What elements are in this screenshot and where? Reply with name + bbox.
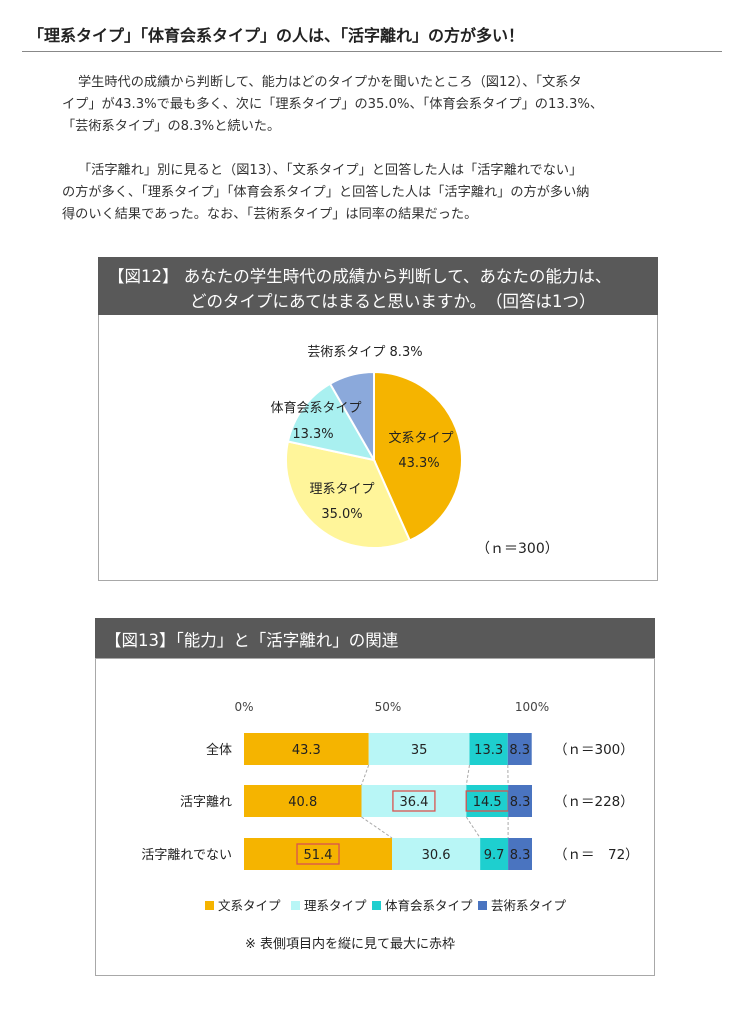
paragraph-2: 「活字離れ」別に見ると（図13）、「文系タイプ」と回答した人は「活字離れでない」… <box>62 160 712 226</box>
bar-segment-3-1 <box>244 838 393 870</box>
pie-label-2-name: 理系タイプ <box>309 482 374 497</box>
bar-segment-1-4 <box>507 733 532 765</box>
connector-line-2-2 <box>465 816 481 839</box>
bar-segment-2-4 <box>508 785 532 817</box>
paragraph-2-line-2: の方が多く、「理系タイプ」「体育会系タイプ」と回答した人は「活字離れ」の方が多い… <box>62 185 590 200</box>
category-label-3: 活字離れでない <box>141 848 232 863</box>
fig12-header-line-1: 【図12】 あなたの学生時代の成績から判断して、あなたの能力は、 <box>108 267 612 286</box>
bar-segment-2-1 <box>244 785 362 817</box>
paragraph-1: 学生時代の成績から判断して、能力はどのタイプかを聞いたところ（図12）、「文系タ… <box>62 72 712 138</box>
bar-segment-1-3 <box>469 733 508 765</box>
axis-tick-0: 0% <box>234 700 253 714</box>
page-heading: 「理系タイプ」「体育会系タイプ」の人は、「活字離れ」の方が多い！ <box>28 26 525 45</box>
bar-segment-2-2 <box>361 785 467 817</box>
bar-value-3-4: 8.3 <box>510 848 531 863</box>
paragraph-1-line-2: イプ」が43.3%で最も多く、次に「理系タイプ」の35.0%、「体育会系タイプ」… <box>62 97 604 112</box>
legend-swatch-2 <box>291 901 300 910</box>
fig13-header-text: 【図13】「能力」と「活字離れ」の関連 <box>105 631 399 650</box>
bar-value-2-3: 14.5 <box>473 795 502 810</box>
fig12-n-label: （ｎ＝300） <box>476 541 559 557</box>
legend-swatch-4 <box>478 901 487 910</box>
legend-label-4: 芸術系タイプ <box>491 898 567 913</box>
pie-label-1-name: 文系タイプ <box>388 431 453 446</box>
paragraph-2-line-1: 「活字離れ」別に見ると（図13）、「文系タイプ」と回答した人は「活字離れでない」 <box>78 163 583 178</box>
pie-slice-2 <box>285 440 412 549</box>
bar-value-1-1: 43.3 <box>292 743 321 758</box>
bar-segment-3-3 <box>480 838 509 870</box>
connector-line-1-2 <box>465 764 470 786</box>
fig12-header-line-2: どのタイプにあてはまると思いますか。 （回答は1つ） <box>190 292 596 311</box>
axis-tick-1: 50% <box>375 700 402 714</box>
bar-value-1-2: 35 <box>411 743 428 758</box>
n-label-1: （ｎ＝300） <box>554 742 634 758</box>
bar-value-1-4: 8.3 <box>509 743 530 758</box>
bar-segment-3-2 <box>392 838 481 870</box>
pie-label-3-name: 体育会系タイプ <box>270 400 361 416</box>
pie-label-4-both: 芸術系タイプ 8.3% <box>307 344 422 360</box>
legend-swatch-3 <box>372 901 381 910</box>
pie-label-1-value: 43.3% <box>398 456 439 471</box>
legend-label-2: 理系タイプ <box>304 898 367 913</box>
bar-value-3-1: 51.4 <box>304 848 333 863</box>
n-label-3: （ｎ＝ 72） <box>554 847 639 863</box>
paragraph-1-line-3: 「芸術系タイプ」の8.3%と続いた。 <box>62 119 281 134</box>
legend-label-3: 体育会系タイプ <box>385 898 473 913</box>
fig13-footnote: ※ 表側項目内を縦に見て最大に赤枠 <box>245 937 456 952</box>
paragraph-2-line-3: 得のいく結果であった。なお、「芸術系タイプ」は同率の結果だった。 <box>62 207 478 222</box>
highlight-box-3-1 <box>296 843 340 865</box>
pie-label-3-value: 13.3% <box>292 427 333 442</box>
bar-segment-1-1 <box>244 733 369 765</box>
pie-slice-4 <box>328 370 375 464</box>
paragraph-1-line-1: 学生時代の成績から判断して、能力はどのタイプかを聞いたところ（図12）、「文系タ <box>78 75 582 90</box>
bar-segment-1-2 <box>368 733 470 765</box>
bar-value-3-2: 30.6 <box>422 848 451 863</box>
axis-tick-2: 100% <box>515 700 549 714</box>
legend-swatch-1 <box>205 901 214 910</box>
category-label-2: 活字離れ <box>180 795 232 810</box>
bar-segment-2-3 <box>466 785 509 817</box>
heading-divider <box>22 51 722 52</box>
bar-value-2-1: 40.8 <box>288 795 317 810</box>
n-label-2: （ｎ＝228） <box>554 794 634 810</box>
bar-segment-3-4 <box>508 838 532 870</box>
category-label-1: 全体 <box>206 742 232 758</box>
highlight-box-2-2 <box>392 790 436 812</box>
fig13-header: 【図13】「能力」と「活字離れ」の関連 <box>95 618 655 658</box>
bar-value-2-4: 8.3 <box>510 795 531 810</box>
bar-value-2-2: 36.4 <box>399 795 428 810</box>
connector-line-1-1 <box>361 764 370 786</box>
pie-slice-1 <box>373 370 463 542</box>
pie-label-2-value: 35.0% <box>321 507 362 522</box>
connector-line-2-1 <box>361 816 393 839</box>
bar-value-3-3: 9.7 <box>484 848 505 863</box>
pie-slice-3 <box>286 382 376 462</box>
legend-label-1: 文系タイプ <box>218 898 281 913</box>
fig12-header: 【図12】 あなたの学生時代の成績から判断して、あなたの能力は、 どのタイプにあ… <box>98 257 658 315</box>
bar-value-1-3: 13.3 <box>474 743 503 758</box>
